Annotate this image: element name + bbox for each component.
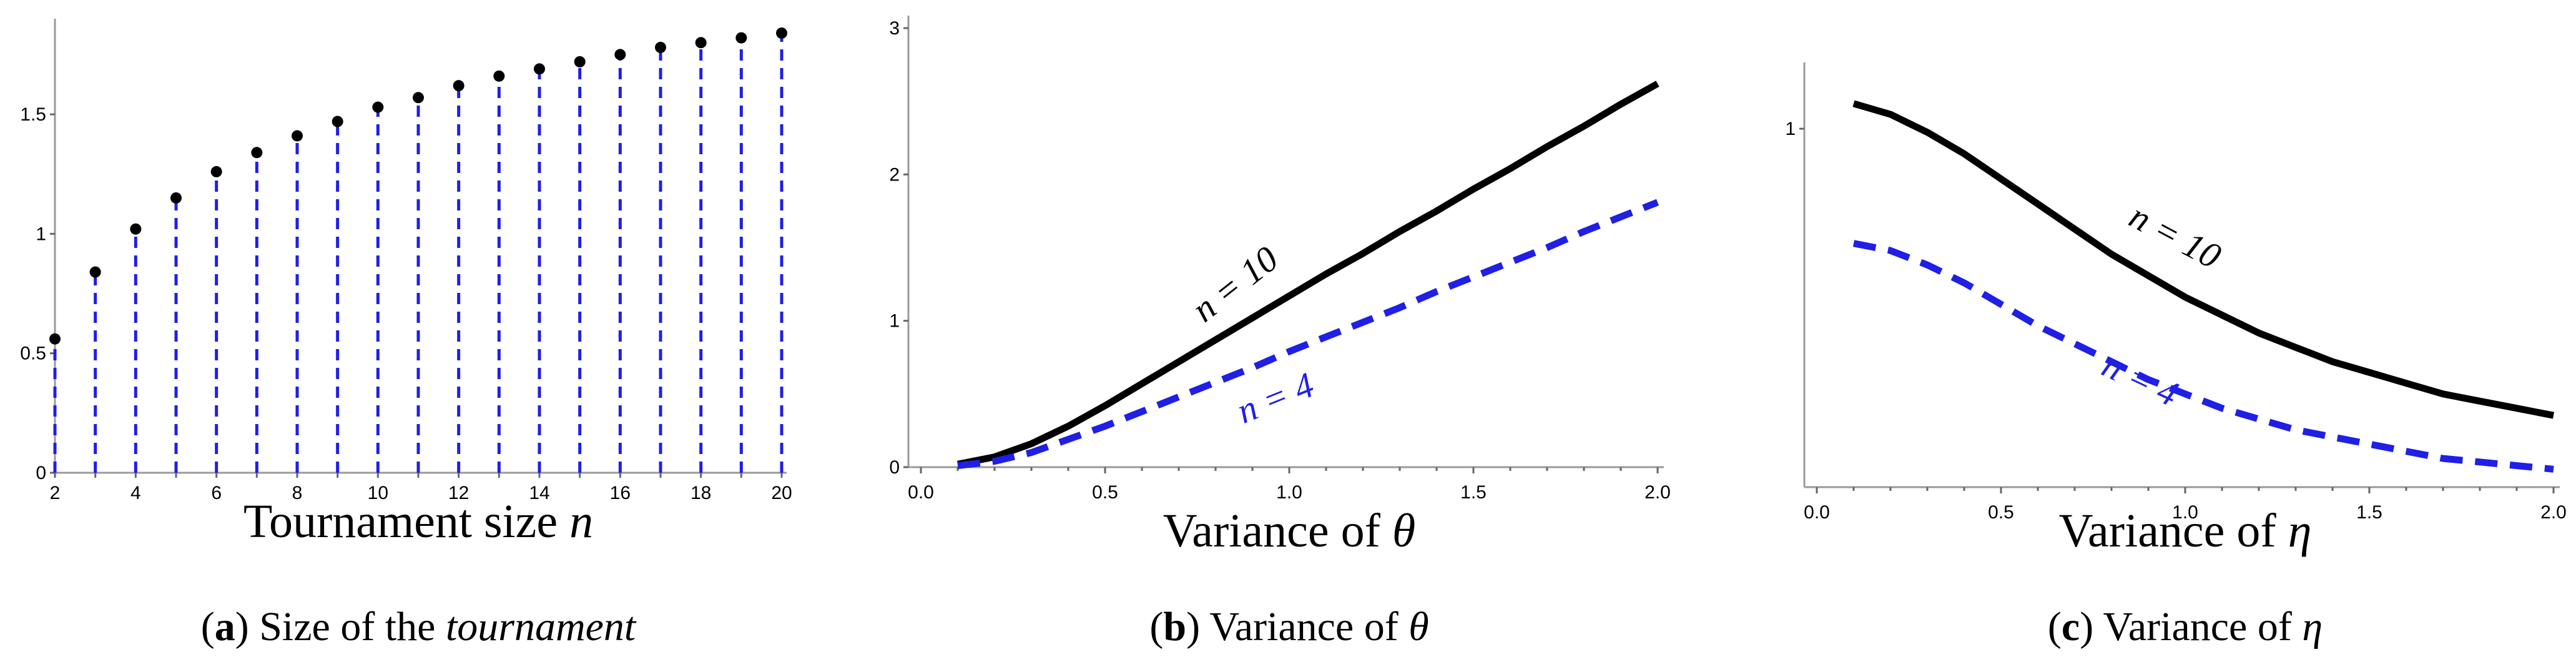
x-axis-label-text: Variance of — [1163, 505, 1392, 557]
x-tick-label: 0.5 — [1092, 482, 1118, 503]
x-tick-label: 18 — [691, 483, 711, 503]
x-axis-label-symbol: n — [569, 495, 593, 548]
stem-marker — [49, 333, 61, 345]
y-tick-label: 0.5 — [20, 343, 46, 364]
series-line-n4 — [1852, 240, 2554, 473]
x-axis-label-text: Tournament size — [243, 495, 569, 548]
subfigure-caption: (a) Size of the tournament — [201, 604, 637, 650]
stem-marker — [574, 56, 586, 67]
stem-marker — [130, 223, 142, 235]
stem-marker — [735, 32, 747, 44]
y-tick-label: 3 — [889, 18, 900, 39]
stem-marker — [655, 41, 666, 53]
stem-marker — [614, 49, 626, 61]
series-line-n4 — [957, 199, 1659, 470]
x-axis-label-symbol: η — [2288, 505, 2312, 557]
caption-paren: ( — [2048, 604, 2062, 650]
x-tick-label: 4 — [130, 483, 141, 503]
subfigure-caption: (c) Variance of η — [2048, 604, 2323, 650]
caption-paren: ) — [235, 604, 259, 650]
x-axis-label: Variance of θ — [1163, 505, 1415, 557]
x-axis-label-text: Variance of — [2059, 505, 2288, 557]
caption-symbol: θ — [1408, 604, 1428, 650]
y-tick-label: 1.5 — [20, 104, 46, 125]
stem-marker — [89, 266, 101, 278]
caption-paren: ( — [1149, 604, 1163, 650]
x-tick-label: 1.0 — [2172, 502, 2198, 523]
x-tick-label: 1.5 — [1460, 482, 1487, 503]
stem-marker — [292, 130, 303, 142]
x-tick-label: 16 — [610, 483, 631, 503]
caption-symbol: η — [2302, 604, 2323, 650]
caption-paren: ) — [2080, 604, 2103, 650]
y-tick-label: 2 — [889, 164, 900, 185]
caption-paren: ( — [201, 604, 215, 650]
x-tick-label: 2 — [50, 483, 61, 503]
x-tick-label: 2.0 — [1644, 482, 1671, 503]
series-label: n = 4 — [2096, 344, 2185, 414]
stem-marker — [210, 166, 222, 177]
x-tick-label: 20 — [771, 483, 792, 503]
stem-marker — [372, 101, 384, 113]
x-tick-label: 0.5 — [1988, 502, 2014, 523]
x-axis-label: Tournament size n — [243, 495, 593, 548]
stem-marker — [493, 70, 505, 82]
x-tick-label: 10 — [368, 483, 388, 503]
y-tick-label: 1 — [36, 224, 46, 244]
stem-marker — [170, 192, 182, 204]
caption-letter: c — [2062, 604, 2080, 650]
x-tick-label: 6 — [211, 483, 222, 503]
caption-symbol: tournament — [446, 604, 637, 650]
series-label: n = 10 — [2123, 195, 2227, 277]
x-tick-label: 8 — [292, 483, 303, 503]
caption-paren: ) — [1186, 604, 1209, 650]
caption-text: Size of the — [259, 604, 446, 650]
y-tick-label: 0 — [889, 457, 900, 478]
subfigure-caption: (b) Variance of θ — [1149, 604, 1428, 650]
series-line-n10 — [956, 81, 1659, 468]
caption-text: Variance of — [2103, 604, 2303, 650]
stem-marker — [413, 92, 424, 104]
stem-marker — [453, 80, 465, 92]
x-axis-label: Variance of η — [2059, 505, 2312, 557]
caption-letter: b — [1163, 604, 1186, 650]
x-axis-label-symbol: θ — [1392, 505, 1415, 557]
x-tick-label: 14 — [529, 483, 549, 503]
x-tick-label: 1.5 — [2356, 502, 2382, 523]
chart-a: 2 4 6 8 10 12 14 16 18 20 0 0.5 1 1.5 Tournament size … — [20, 19, 792, 650]
stem-marker — [695, 37, 707, 49]
stem-marker — [332, 116, 343, 127]
x-tick-label: 1.0 — [1276, 482, 1302, 503]
caption-letter: a — [215, 604, 235, 650]
chart-c: 0.0 0.5 1.0 1.5 2.0 1 n = 10 n = 4 Variance of η… — [1785, 62, 2567, 650]
stem-marker — [534, 63, 545, 75]
x-tick-label: 2.0 — [2540, 502, 2567, 523]
y-tick-label: 0 — [36, 463, 46, 483]
caption-text: Variance of — [1209, 604, 1408, 650]
stem-marker — [776, 27, 787, 39]
series-label: n = 10 — [1184, 238, 1286, 330]
series-line-n10 — [1852, 100, 2555, 419]
y-tick-label: 1 — [889, 311, 900, 332]
stem-marker — [251, 147, 263, 159]
x-tick-label: 12 — [448, 483, 469, 503]
x-tick-label: 0.0 — [908, 482, 934, 503]
x-tick-label: 0.0 — [1804, 502, 1830, 523]
y-tick-label: 1 — [1785, 119, 1796, 139]
